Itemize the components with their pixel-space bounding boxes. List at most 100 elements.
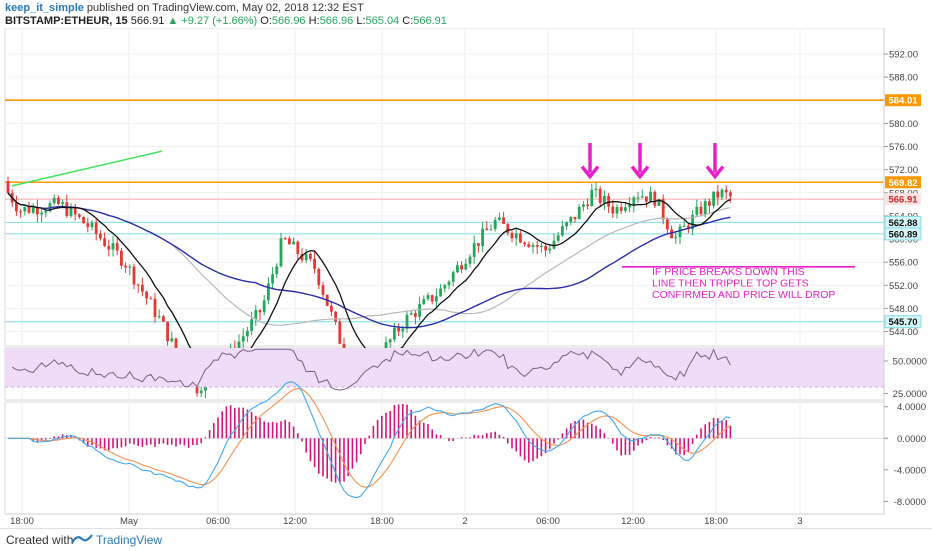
candle-body [451, 272, 455, 282]
candle-body [15, 202, 18, 212]
candle-body [628, 204, 631, 208]
candle-body [456, 265, 459, 273]
candle-body [149, 298, 153, 300]
candle-body [607, 196, 610, 207]
candle-body [78, 214, 81, 218]
level-badge-current-price [885, 193, 921, 206]
candle-body [514, 233, 518, 239]
candle-body [292, 241, 295, 245]
candle-body [86, 223, 90, 228]
candle-body [649, 191, 652, 202]
candle-body [141, 284, 144, 292]
candle-body [632, 197, 636, 205]
candle-body [653, 191, 657, 206]
candle-body [670, 229, 673, 239]
level-badge-support-b [884, 227, 922, 241]
candle-body [544, 245, 547, 251]
candle-body [443, 285, 447, 289]
ma-slow-gray [7, 192, 731, 326]
candle-body [724, 189, 728, 193]
candle-body [241, 336, 245, 342]
candle-body [401, 328, 405, 332]
candle-body [128, 266, 132, 268]
author-link[interactable]: keep_it_simple [5, 2, 84, 14]
candle-body [468, 256, 472, 264]
down-arrow-head-icon [705, 165, 725, 180]
candle-body [598, 188, 602, 204]
tradingview-brand[interactable]: TradingView [96, 533, 163, 547]
candle-body [687, 225, 690, 230]
candle-body [535, 244, 539, 247]
candle-body [695, 206, 699, 215]
candle-body [527, 244, 531, 248]
candle-body [393, 327, 396, 340]
candle-body [586, 204, 589, 207]
level-badge-resistance-upper [885, 94, 921, 107]
candle-body [548, 248, 552, 251]
candle-body [170, 338, 174, 342]
open-label: O: [260, 15, 272, 27]
candle-body [40, 212, 43, 215]
price-tick-label: 580.00 [889, 119, 918, 130]
price-tick-label: 548.00 [889, 304, 918, 315]
candle-body [510, 232, 514, 239]
candle-body [271, 274, 274, 284]
high-label: H: [308, 15, 320, 27]
candle-body [603, 196, 606, 204]
rsi-band [5, 348, 884, 387]
rsi-tick-label: 50.0000 [893, 357, 927, 368]
candle-body [300, 254, 304, 261]
candle-body [267, 283, 270, 301]
publish-line: keep_it_simple published on TradingView.… [5, 2, 364, 14]
candle-body [309, 253, 312, 259]
candle-body [283, 238, 287, 240]
candle-body [502, 217, 505, 224]
created-with: Created with [6, 533, 74, 547]
candle-body [498, 217, 501, 220]
candle-body [682, 225, 686, 227]
candle-body [552, 240, 556, 249]
candle-body [90, 222, 94, 228]
candle-body [636, 197, 640, 199]
x-tick-label: 18:00 [10, 516, 34, 527]
price-tick-label: 552.00 [889, 281, 918, 292]
candle-body [48, 203, 52, 212]
candle-body [611, 206, 615, 214]
candle-body [304, 253, 308, 261]
candle-body [296, 241, 300, 255]
candle-body [460, 265, 463, 270]
candle-body [422, 298, 426, 305]
candle-body [195, 383, 199, 394]
x-tick-label: 18:00 [704, 516, 728, 527]
candle-body [666, 219, 669, 230]
macd-tick-label: -8.0000 [894, 497, 926, 508]
candle-body [493, 219, 497, 230]
x-tick-label: 12:00 [621, 516, 645, 527]
down-arrow-head-icon [580, 165, 600, 180]
up-arrow-icon: ▲ [167, 15, 179, 27]
candle-body [678, 226, 682, 238]
candle-body [464, 263, 468, 270]
candle-body [565, 222, 568, 227]
candle-body [153, 298, 157, 317]
candle-body [523, 242, 526, 245]
x-tick-label: 2 [462, 516, 467, 527]
candle-body [594, 188, 598, 191]
macd-line [8, 381, 731, 499]
candle-body [262, 300, 266, 313]
x-tick-label: 06:00 [206, 516, 230, 527]
candle-body [573, 216, 577, 220]
candle-body [619, 207, 623, 211]
candle-body [99, 233, 102, 239]
candle-body [577, 206, 581, 220]
price-tick-label: 544.00 [889, 327, 918, 338]
candle-body [111, 243, 115, 250]
x-tick-label: 06:00 [536, 516, 560, 527]
candle-body [531, 244, 535, 248]
candle-body [430, 295, 434, 302]
level-label-support-c: 545.70 [888, 317, 917, 328]
candle-body [199, 390, 203, 394]
candle-body [250, 319, 253, 331]
candle-body [162, 316, 165, 322]
